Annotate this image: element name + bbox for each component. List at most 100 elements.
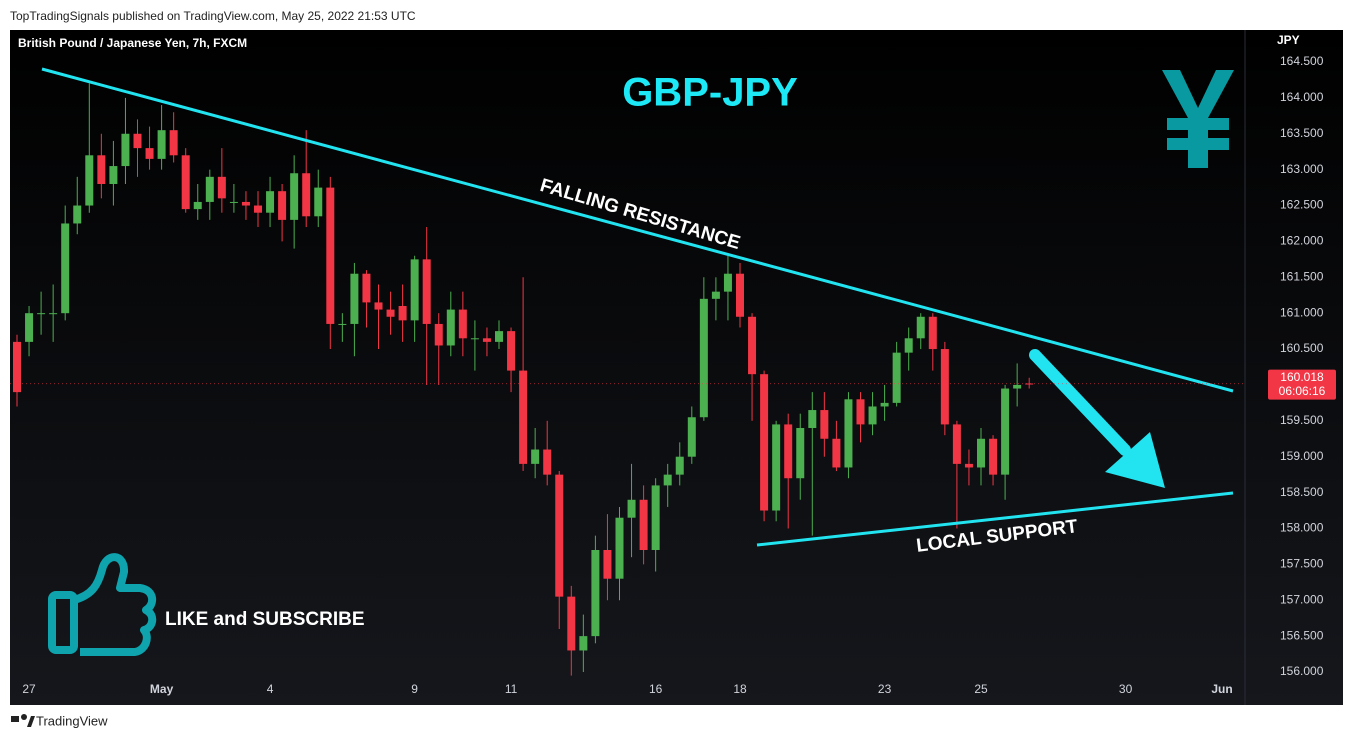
currency: JPY xyxy=(1277,33,1300,47)
candle-body xyxy=(916,316,925,339)
y-tick-label: 163.000 xyxy=(1280,162,1324,176)
symbol: British Pound / Japanese Yen, 7h, FXCM xyxy=(18,36,247,50)
candle-body xyxy=(1025,383,1034,385)
footer: TradingView xyxy=(11,713,108,728)
x-tick-label: May xyxy=(150,682,174,696)
header: TopTradingSignals published on TradingVi… xyxy=(10,9,416,23)
candle-body xyxy=(350,273,359,324)
candle-body xyxy=(555,474,564,597)
candle-body xyxy=(446,309,455,346)
y-tick-label: 162.500 xyxy=(1280,198,1324,212)
candle-body xyxy=(1013,384,1022,389)
countdown: 06:06:16 xyxy=(1279,384,1326,398)
candle-body xyxy=(579,636,588,651)
candle-body xyxy=(169,130,178,156)
support-line xyxy=(756,491,1234,547)
candle-body xyxy=(567,596,576,651)
yen-icon xyxy=(1162,70,1234,168)
x-tick-label: 25 xyxy=(974,682,988,696)
candle-body xyxy=(639,499,648,550)
candle-body xyxy=(663,474,672,486)
candle-body xyxy=(1001,388,1010,475)
candle-body xyxy=(832,438,841,468)
candle-body xyxy=(97,155,106,184)
y-tick-label: 157.000 xyxy=(1280,592,1324,606)
last-price: 160.018 xyxy=(1280,370,1324,384)
candle-body xyxy=(928,316,937,350)
candle-body xyxy=(13,341,21,393)
candle-body xyxy=(37,313,46,315)
candle-body xyxy=(121,133,130,167)
candle-body xyxy=(157,130,166,159)
candle-body xyxy=(25,313,34,342)
candle-body xyxy=(495,331,503,342)
candle-body xyxy=(989,438,998,475)
y-tick-label: 158.000 xyxy=(1280,521,1324,535)
candle-body xyxy=(338,323,347,325)
candle-body xyxy=(422,259,431,324)
x-tick-label: 11 xyxy=(505,682,518,696)
x-tick-label: 30 xyxy=(1119,682,1133,696)
candle-body xyxy=(519,370,528,464)
candle-body xyxy=(458,309,467,339)
candle-body xyxy=(952,424,961,464)
candle-body xyxy=(591,550,600,637)
candle-body xyxy=(856,399,865,425)
x-tick-label: 23 xyxy=(878,682,892,696)
y-tick-label: 159.500 xyxy=(1280,413,1324,427)
x-tick-label: 27 xyxy=(22,682,36,696)
candle-body xyxy=(181,155,190,210)
candle-body xyxy=(241,201,250,206)
candle-body xyxy=(844,399,853,468)
chart-frame xyxy=(10,30,1343,705)
candle-body xyxy=(736,273,744,317)
candle-body xyxy=(772,424,781,511)
candle-body xyxy=(374,302,383,310)
candle-body xyxy=(940,349,949,425)
arrow xyxy=(1029,349,1165,488)
candle-body xyxy=(470,338,479,340)
candle-body xyxy=(302,173,311,217)
candle-body xyxy=(229,201,238,203)
candle-body xyxy=(410,259,419,321)
candle-body xyxy=(85,155,94,206)
y-tick-label: 156.000 xyxy=(1280,664,1324,678)
y-tick-label: 160.500 xyxy=(1280,341,1324,355)
y-tick-label: 164.000 xyxy=(1280,90,1324,104)
candle-body xyxy=(603,550,612,579)
candle-body xyxy=(531,449,540,464)
candle-body xyxy=(362,273,371,303)
candle-body xyxy=(145,148,154,159)
candle-body xyxy=(193,201,202,210)
x-tick-label: Jun xyxy=(1211,682,1232,696)
candle-body xyxy=(904,338,913,353)
candle-body xyxy=(760,374,769,511)
candle-body xyxy=(543,449,552,475)
candle-body xyxy=(314,187,323,217)
candle-body xyxy=(808,410,817,429)
candle-body xyxy=(133,133,142,149)
y-tick-label: 158.500 xyxy=(1280,485,1324,499)
candle-body xyxy=(73,205,82,224)
candle-body xyxy=(675,456,684,475)
y-tick-label: 161.000 xyxy=(1280,305,1324,319)
plot: 156.000 156.500 157.000 157.500 158.000 158.5… xyxy=(13,54,1324,696)
candle-body xyxy=(217,176,226,199)
candle-body xyxy=(482,338,491,342)
x-tick-label: 4 xyxy=(267,682,274,696)
candle-body xyxy=(278,191,287,220)
candle-body xyxy=(868,406,877,425)
candle-body xyxy=(627,499,636,518)
chart-title: GBP-JPY xyxy=(622,71,798,115)
candle-body xyxy=(386,309,395,317)
candle-body xyxy=(711,291,720,299)
candle-body xyxy=(892,352,901,403)
candle-body xyxy=(61,223,70,314)
candle-body xyxy=(748,316,757,375)
candle-body xyxy=(651,485,660,550)
thumb-icon xyxy=(48,553,157,656)
candle-body xyxy=(290,173,299,220)
candle-body xyxy=(880,402,889,407)
